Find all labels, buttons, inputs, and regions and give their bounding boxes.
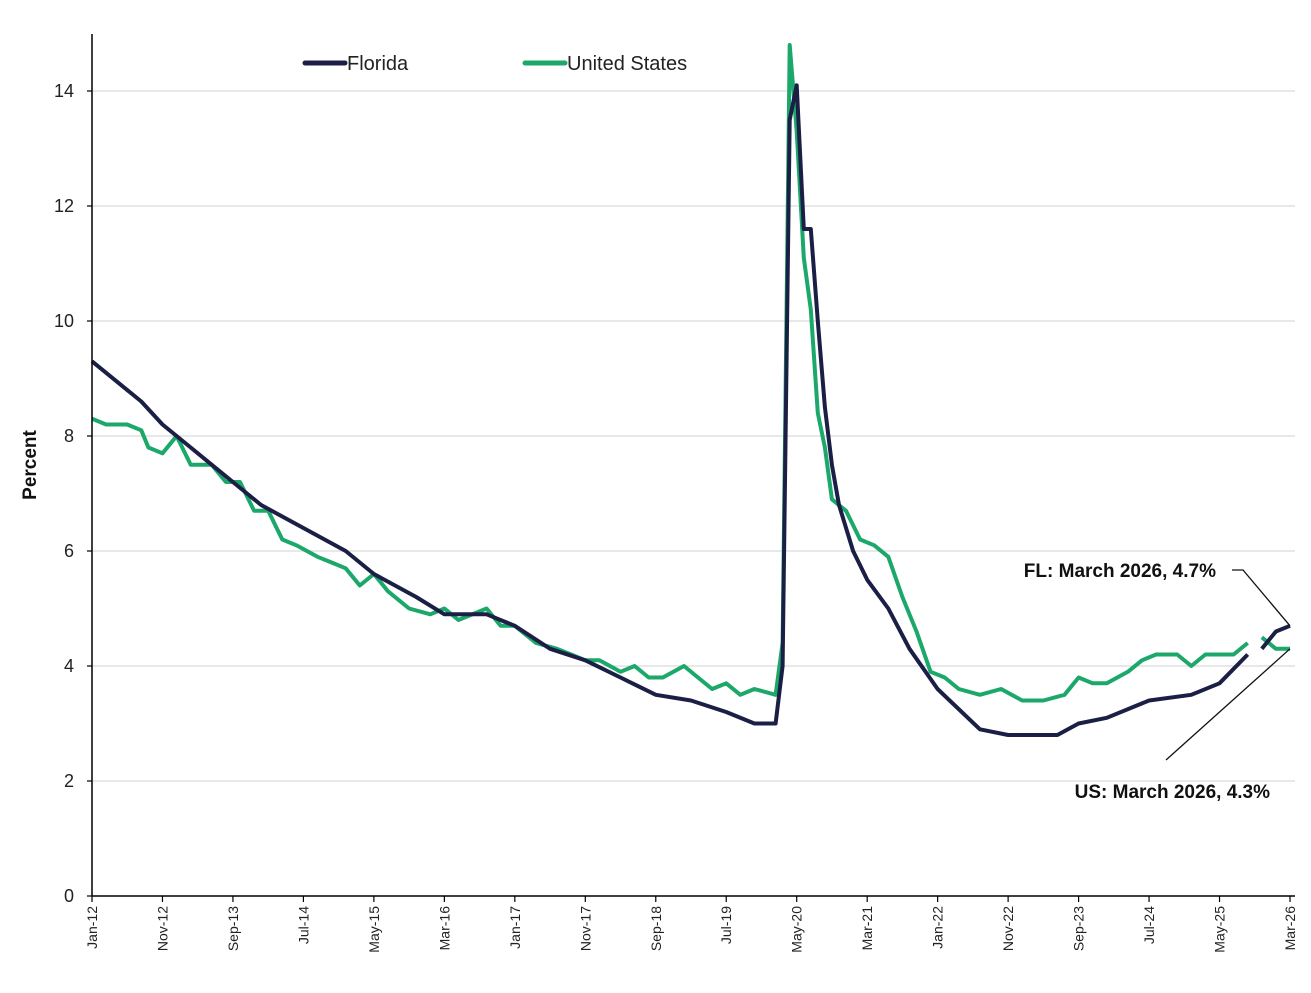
x-tick-label: Sep-23 — [1071, 906, 1087, 951]
x-tick-label: May-25 — [1212, 906, 1228, 953]
annotations: FL: March 2026, 4.7% US: March 2026, 4.3% — [1024, 561, 1291, 803]
x-tick-label: May-20 — [789, 906, 805, 953]
y-tick-label: 4 — [64, 656, 74, 676]
legend-label-united-states: United States — [567, 53, 687, 75]
x-tick-label: Sep-13 — [225, 906, 241, 951]
y-tick-label: 0 — [64, 886, 74, 906]
florida-line — [90, 83, 1250, 737]
x-tick-label: Jan-17 — [507, 906, 523, 949]
x-tick-label: Mar-26 — [1282, 906, 1298, 951]
florida-line-latest — [1260, 623, 1291, 651]
x-tick-label: Jul-14 — [295, 906, 311, 944]
x-ticks: Jan-12 Nov-12 Sep-13 Jul-14 May-15 Mar-16 Jan-… — [84, 896, 1298, 953]
legend-label-florida: Florida — [347, 53, 409, 75]
y-tick-label: 10 — [54, 311, 74, 331]
y-tick-label: 12 — [54, 196, 74, 216]
y-ticks: 0 2 4 6 8 10 12 14 — [54, 81, 92, 906]
y-tick-label: 6 — [64, 541, 74, 561]
annotation-us-leader — [1165, 648, 1291, 761]
x-tick-label: Nov-17 — [577, 906, 593, 951]
annotation-us: US: March 2026, 4.3% — [1075, 782, 1270, 803]
x-tick-label: Jul-24 — [1141, 906, 1157, 944]
y-tick-label: 14 — [54, 81, 74, 101]
annotation-florida: FL: March 2026, 4.7% — [1024, 561, 1216, 582]
annotation-florida-leader — [1232, 569, 1291, 627]
united-states-line — [91, 43, 1249, 703]
x-tick-label: May-15 — [366, 906, 382, 953]
axes — [91, 34, 1295, 897]
series-lines — [90, 43, 1291, 737]
y-tick-label: 8 — [64, 426, 74, 446]
x-tick-label: Jul-19 — [718, 906, 734, 944]
x-tick-label: Jan-12 — [84, 906, 100, 949]
y-tick-label: 2 — [64, 771, 74, 791]
x-tick-label: Sep-18 — [648, 906, 664, 951]
x-tick-label: Nov-12 — [154, 906, 170, 951]
x-tick-label: Mar-16 — [436, 906, 452, 951]
x-tick-label: Mar-21 — [859, 906, 875, 951]
legend: Florida United States — [302, 53, 687, 75]
x-tick-label: Jan-22 — [930, 906, 946, 949]
x-tick-label: Nov-22 — [1000, 906, 1016, 951]
y-axis-label: Percent — [20, 429, 41, 499]
gridlines — [92, 90, 1295, 782]
